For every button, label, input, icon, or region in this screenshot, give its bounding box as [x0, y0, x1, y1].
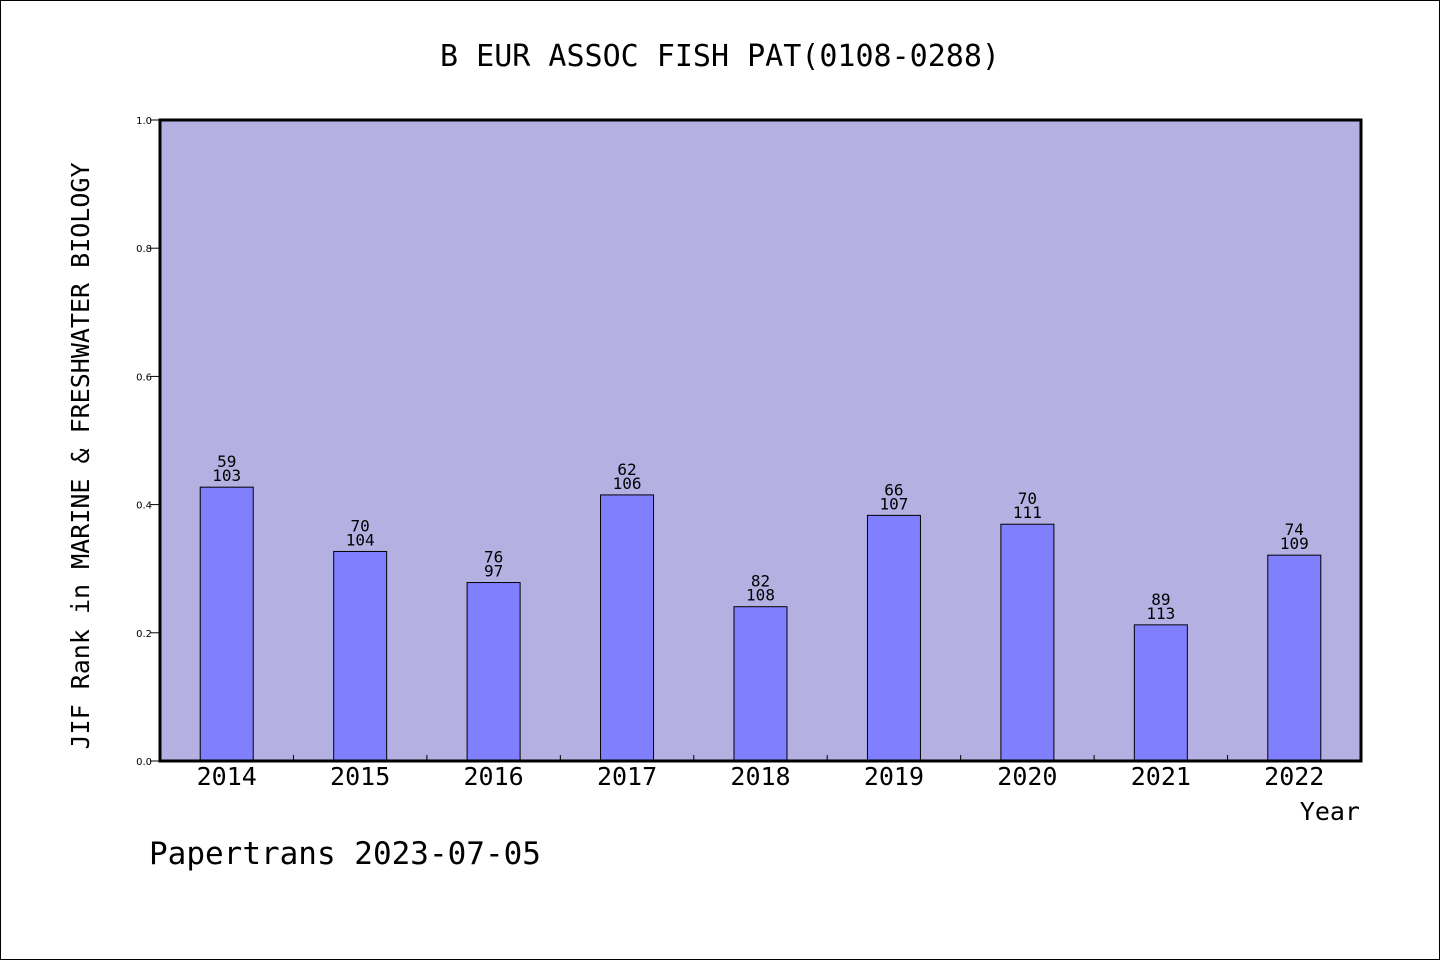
x-tick-label-2015: 2015: [330, 762, 390, 791]
x-tick-label-2016: 2016: [464, 762, 524, 791]
plot-border: [158, 118, 1363, 763]
data-label-rank-2017: 62: [617, 460, 636, 479]
y-tick-label-0.2: 0.2: [136, 629, 152, 640]
bar-2017: [600, 494, 655, 762]
y-tick-label-1.0: 1.0: [136, 116, 152, 127]
data-label-total-2014: 103: [212, 466, 241, 485]
x-tick-label-2017: 2017: [597, 762, 657, 791]
x-tick-label-2019: 2019: [864, 762, 924, 791]
bar-2018: [733, 606, 788, 762]
x-tick-label-2018: 2018: [730, 762, 790, 791]
x-axis: 2014 2015 2016 2017 2018 2019 2020 2021 2022: [197, 755, 1324, 791]
data-label-rank-2021: 89: [1151, 590, 1170, 609]
data-label-rank-2018: 82: [751, 572, 770, 591]
x-tick-label-2014: 2014: [197, 762, 257, 791]
data-label-rank-2020: 70: [1018, 489, 1037, 508]
footer-text: Papertrans 2023-07-05: [149, 836, 541, 872]
y-tick-label-0.6: 0.6: [136, 372, 152, 383]
data-label-total-2018: 108: [746, 586, 775, 605]
data-label-rank-2015: 70: [351, 516, 370, 535]
x-tick-label-2021: 2021: [1131, 762, 1191, 791]
bar-2016: [466, 582, 521, 762]
bar-2015: [333, 550, 388, 762]
bar-2020: [1000, 523, 1055, 762]
bar-2022: [1267, 554, 1322, 762]
x-axis-label: Year: [1300, 797, 1360, 826]
data-label-total-2017: 106: [613, 474, 642, 493]
data-label-total-2019: 107: [879, 494, 908, 513]
y-axis: 0.0 0.2 0.4 0.6 0.8 1.0: [136, 116, 160, 768]
y-tick-label-0.0: 0.0: [136, 757, 152, 768]
data-label-total-2015: 104: [346, 530, 375, 549]
data-label-total-2016: 97: [484, 562, 503, 581]
data-label-rank-2016: 76: [484, 548, 503, 567]
chart-title: B EUR ASSOC FISH PAT(0108-0288): [440, 39, 1000, 74]
y-tick-label-0.8: 0.8: [136, 244, 152, 255]
data-label-rank-2014: 59: [217, 452, 236, 471]
x-tick-label-2020: 2020: [997, 762, 1057, 791]
data-label-total-2021: 113: [1146, 604, 1175, 623]
bar-2014: [199, 486, 254, 762]
bar-2019: [866, 514, 921, 762]
bars-group: [199, 486, 1322, 762]
data-label-total-2020: 111: [1013, 503, 1042, 522]
data-label-total-2022: 109: [1280, 534, 1309, 553]
bar-2021: [1133, 624, 1188, 762]
data-label-rank-2022: 74: [1285, 520, 1304, 539]
y-tick-label-0.4: 0.4: [136, 501, 152, 512]
x-tick-label-2022: 2022: [1264, 762, 1324, 791]
data-label-rank-2019: 66: [884, 480, 903, 499]
y-axis-label: JIF Rank in MARINE & FRESHWATER BIOLOGY: [66, 163, 95, 750]
